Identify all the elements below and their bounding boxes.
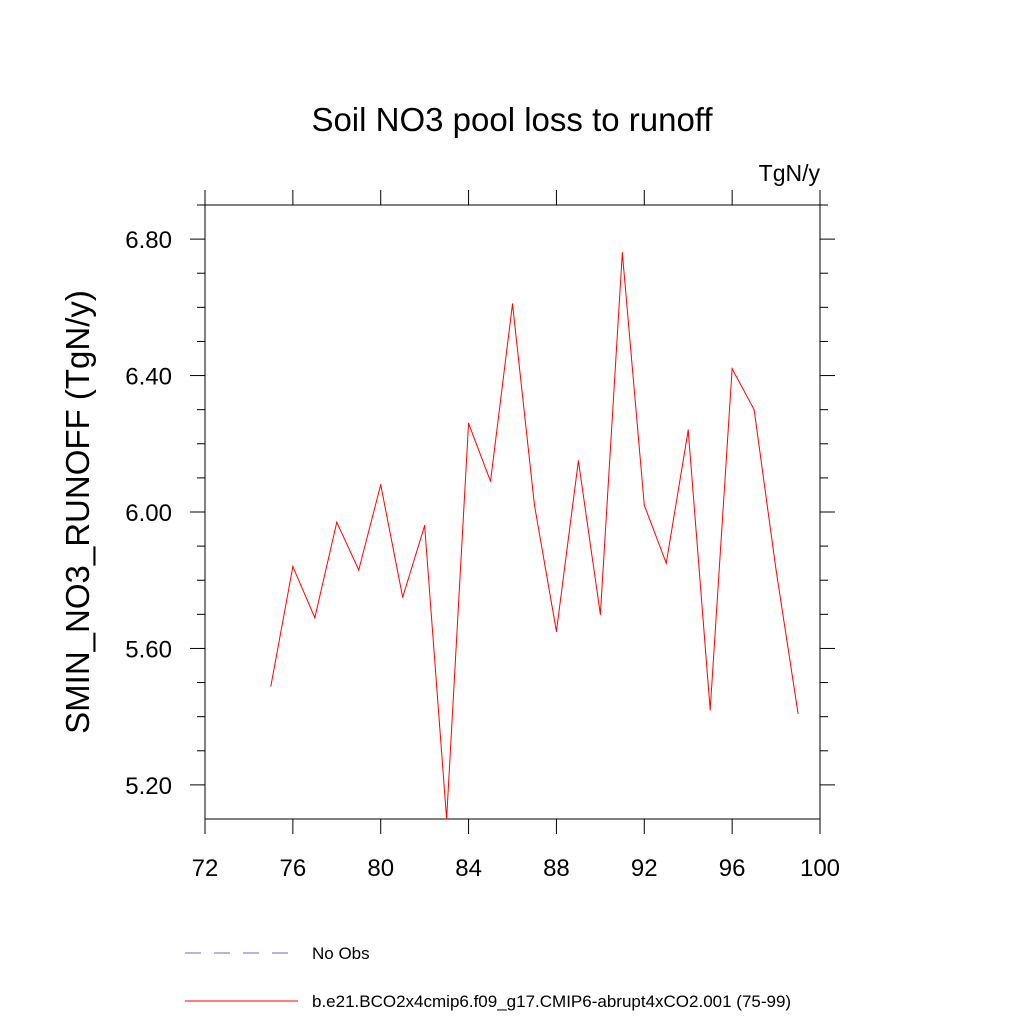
chart-title: Soil NO3 pool loss to runoff (311, 101, 713, 138)
data-point (797, 712, 799, 714)
data-point (314, 617, 316, 619)
legend-label: b.e21.BCO2x4cmip6.f09_g17.CMIP6-abrupt4x… (312, 992, 791, 1011)
data-point (753, 409, 755, 411)
x-tick-label: 100 (800, 855, 840, 882)
data-point (731, 368, 733, 370)
data-point (358, 569, 360, 571)
data-point (380, 484, 382, 486)
data-point (643, 504, 645, 506)
data-point (555, 630, 558, 632)
x-tick-label: 96 (719, 855, 746, 882)
data-point (489, 480, 492, 482)
legend: No Obs b.e21.BCO2x4cmip6.f09_g17.CMIP6-ab… (185, 944, 791, 1011)
x-tick-label: 88 (543, 855, 570, 882)
y-tick-label: 5.60 (125, 636, 172, 663)
y-tick-label: 6.40 (125, 364, 172, 391)
legend-label: No Obs (312, 944, 370, 963)
data-point (467, 422, 470, 424)
x-tick-label: 80 (367, 855, 394, 882)
data-point (270, 685, 272, 687)
data-point (709, 709, 711, 711)
series-layer (270, 252, 799, 820)
data-point (665, 562, 667, 564)
units-label: TgN/y (759, 160, 821, 186)
axis-ticks: 72 76 80 84 88 92 96 100 5.20 5.60 6.00 6.40 6.80 (125, 190, 840, 882)
data-point (577, 460, 579, 462)
data-point (424, 525, 426, 527)
data-point (621, 252, 623, 254)
x-tick-label: 76 (280, 855, 307, 882)
y-tick-label: 6.00 (125, 500, 172, 527)
data-point (687, 429, 689, 431)
data-point (511, 303, 514, 305)
data-point (402, 596, 404, 598)
x-tick-label: 84 (455, 855, 482, 882)
data-point (446, 818, 448, 820)
data-point (533, 504, 536, 506)
data-point (292, 565, 294, 568)
data-point (775, 569, 777, 571)
series-line (270, 252, 799, 820)
y-tick-label: 6.80 (125, 227, 172, 254)
x-tick-label: 72 (192, 855, 219, 882)
plot-frame (204, 204, 821, 820)
x-tick-label: 92 (631, 855, 658, 882)
y-tick-label: 5.20 (125, 773, 172, 800)
data-point (336, 521, 338, 523)
data-point (599, 613, 601, 615)
y-axis-label: SMIN_NO3_RUNOFF (TgN/y) (59, 290, 96, 734)
